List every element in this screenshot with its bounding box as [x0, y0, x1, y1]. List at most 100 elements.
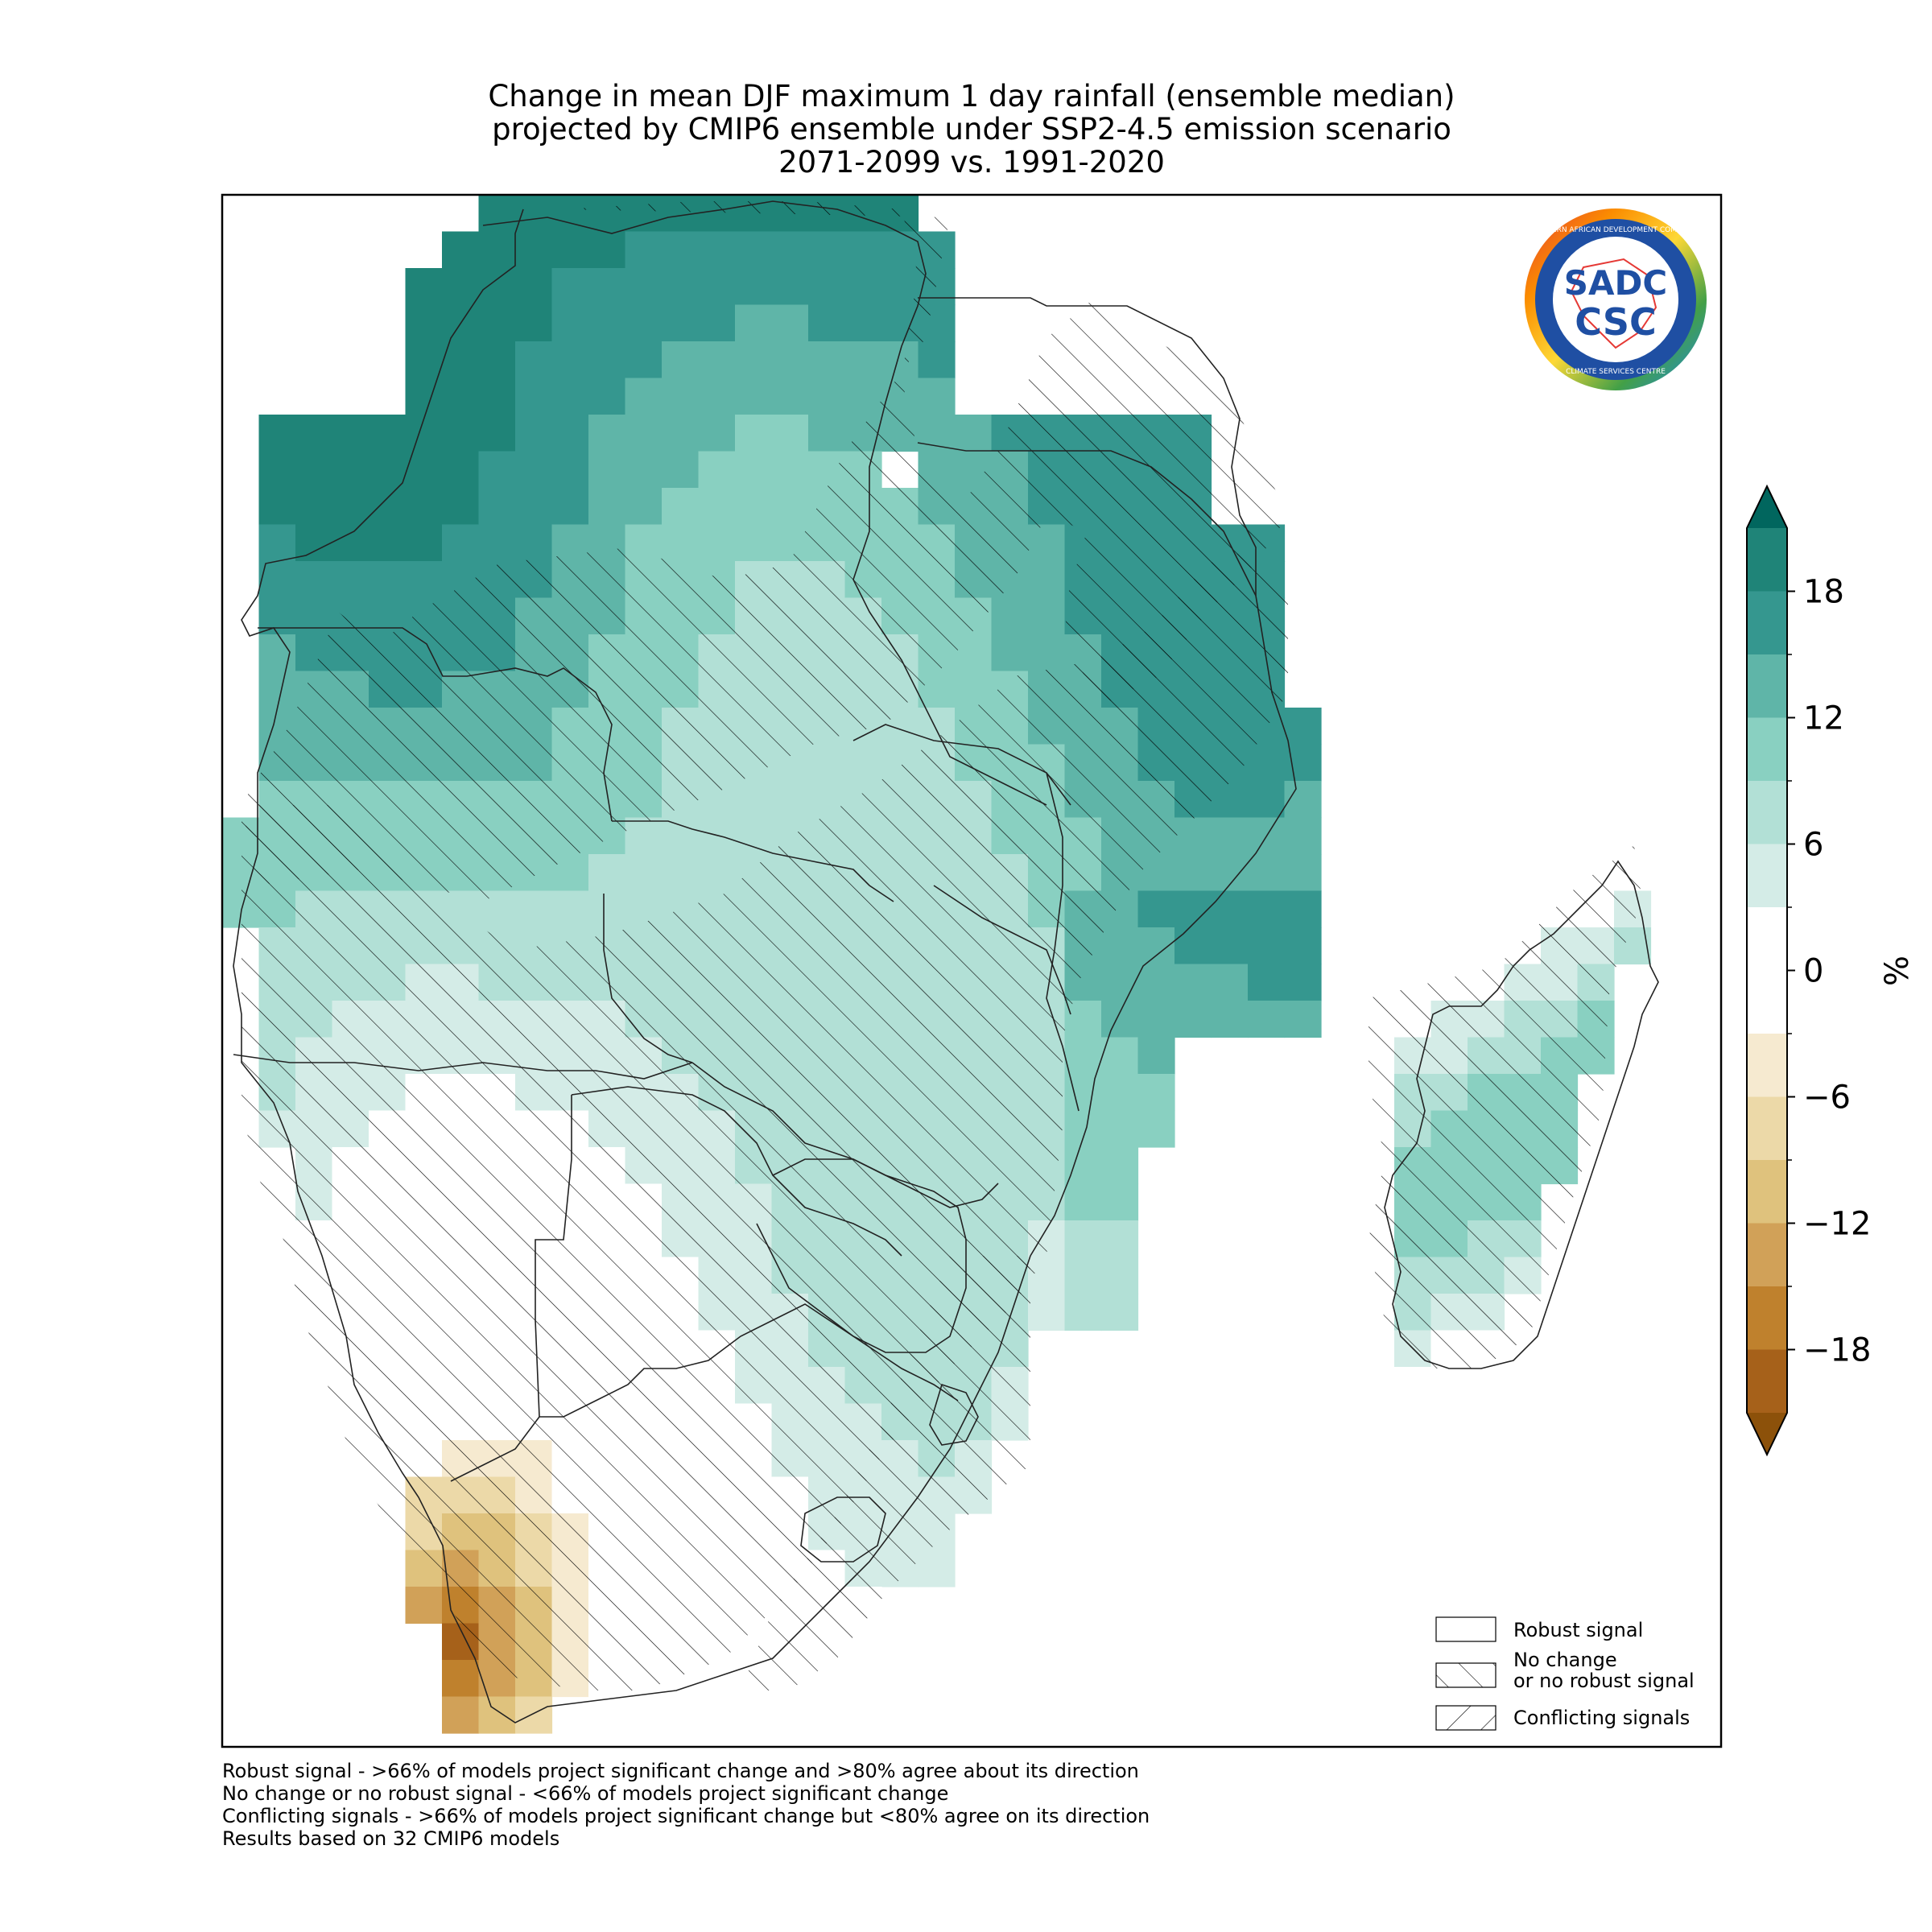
grid-cell: [1284, 964, 1322, 1001]
grid-cell: [442, 415, 480, 452]
border-botswana: [571, 1086, 902, 1257]
colorbar-ticks: 18 12 6 0 −6 −12 −18: [1787, 574, 1871, 1369]
grid-cell: [405, 268, 443, 306]
grid-cell: [369, 415, 407, 452]
grid-cell: [808, 744, 846, 782]
border-angola-drc: [258, 627, 613, 822]
grid-cell: [698, 451, 736, 489]
colorbar-band: [1747, 1223, 1787, 1286]
colorbar-tick-label: 18: [1803, 574, 1844, 611]
grid-cell: [1284, 708, 1322, 745]
grid-cell: [771, 231, 809, 269]
grid-cell: [625, 451, 663, 489]
grid-cell: [405, 488, 443, 526]
border-malawi: [1046, 772, 1080, 1112]
grid-cell: [442, 1660, 480, 1698]
logo-inner-disc: [1553, 237, 1678, 362]
grid-cell: [1101, 1220, 1139, 1258]
grid-cell: [771, 378, 809, 415]
footnote-models: Results based on 32 CMIP6 models: [222, 1827, 559, 1850]
grid-cell: [405, 561, 443, 599]
grid-cell: [625, 231, 663, 269]
logo-ring-text-top: SOUTHERN AFRICAN DEVELOPMENT COMMUNITY: [1526, 226, 1705, 234]
border-tanzania: [917, 442, 1257, 597]
grid-cell: [662, 415, 700, 452]
grid-cell: [771, 304, 809, 342]
grid-cell: [1101, 927, 1139, 965]
grid-cell: [332, 524, 369, 562]
grid-cell: [808, 304, 846, 342]
grid-cell: [698, 817, 736, 855]
grid-cell: [1174, 1001, 1212, 1038]
grid-cell: [1064, 1257, 1102, 1294]
border-drc-zambia: [612, 820, 894, 902]
grid-cell: [1174, 854, 1212, 892]
grid-cell: [918, 341, 956, 379]
colorbar-band: [1747, 781, 1787, 844]
grid-cell: [1137, 927, 1175, 965]
grid-cell: [1248, 781, 1286, 819]
grid-cell: [515, 304, 553, 342]
border-zambia-angola-east: [603, 894, 693, 1063]
grid-cell: [662, 524, 700, 562]
colorbar-band: [1747, 907, 1787, 1034]
grid-cell: [551, 304, 589, 342]
colorbar-band: [1747, 1034, 1787, 1097]
grid-cell: [808, 415, 846, 452]
grid-cell: [662, 451, 700, 489]
grid-cell: [1284, 854, 1322, 892]
grid-cell: [332, 488, 369, 526]
grid-cell: [1248, 1001, 1286, 1038]
logo-africa-outline: [1570, 258, 1657, 349]
grid-cell: [771, 488, 809, 526]
legend-label-no-robust: No change or no robust signal: [1513, 1649, 1695, 1692]
grid-cell: [588, 231, 626, 269]
grid-cell: [551, 268, 589, 306]
grid-cell: [1248, 964, 1286, 1001]
grid-cell: [258, 415, 296, 452]
grid-cell: [1394, 1367, 1432, 1405]
grid-cell: [369, 561, 407, 599]
grid-cell: [515, 268, 553, 306]
grid-cell: [1101, 1183, 1139, 1221]
grid-cell: [1174, 890, 1212, 928]
grid-cell: [771, 781, 809, 819]
grid-cell: [295, 524, 333, 562]
grid-cell: [735, 268, 773, 306]
grid-cell: [771, 268, 809, 306]
grid-cell: [1211, 927, 1249, 965]
grid-cell: [1064, 1147, 1102, 1185]
grid-cell: [478, 1696, 516, 1734]
colorbar-bands: [1746, 484, 1788, 1457]
grid-cell: [405, 1587, 443, 1624]
colorbar-band: [1747, 844, 1787, 907]
colorbar-tick-label: −18: [1803, 1332, 1871, 1369]
grid-cell: [1064, 1037, 1102, 1075]
grid-cell: [1211, 964, 1249, 1001]
hatch-region-southeast: [741, 1256, 1030, 1690]
grid-cell: [1101, 1257, 1139, 1294]
grid-cell: [698, 524, 736, 562]
grid-cell: [1137, 964, 1175, 1001]
legend-label-no-robust-line2: or no robust signal: [1513, 1670, 1695, 1692]
grid-cell: [844, 744, 882, 782]
grid-cell: [332, 561, 369, 599]
grid-cell: [1101, 964, 1139, 1001]
grid-cell: [1284, 817, 1322, 855]
legend-label-robust: Robust signal: [1513, 1619, 1643, 1641]
grid-cell: [1028, 634, 1066, 672]
grid-cell: [662, 304, 700, 342]
grid-cell: [771, 341, 809, 379]
colorbar-band: [1747, 1286, 1787, 1350]
grid-cell: [735, 524, 773, 562]
grid-cell: [478, 231, 516, 269]
colorbar-outline: [1746, 484, 1788, 1457]
grid-cell: [1211, 890, 1249, 928]
grid-cell: [1101, 1147, 1139, 1185]
colorbar-band: [1747, 717, 1787, 781]
grid-cell: [1137, 1074, 1175, 1112]
grid-cell: [1248, 744, 1286, 782]
grid-cell: [551, 341, 589, 379]
map-panel: SOUTHERN AFRICAN DEVELOPMENT COMMUNITY C…: [221, 193, 1723, 1748]
grid-cell: [808, 341, 846, 379]
